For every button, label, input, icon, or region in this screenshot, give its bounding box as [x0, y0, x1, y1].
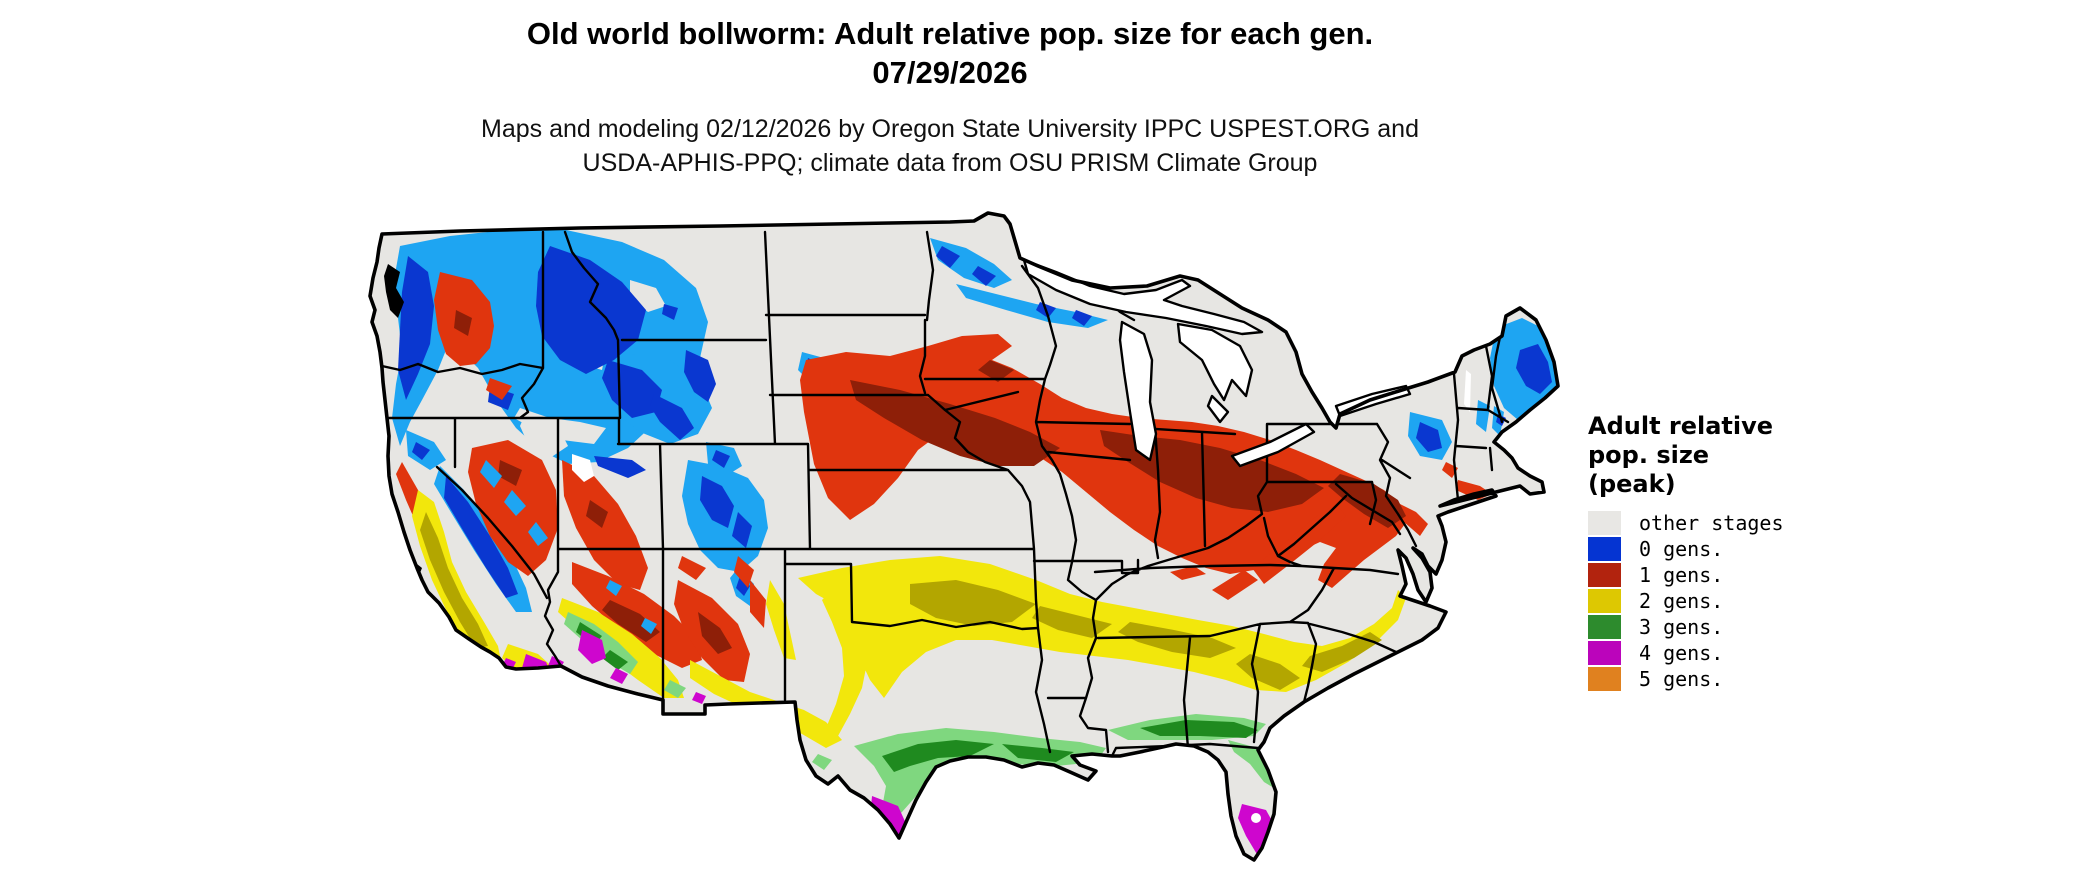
legend-label-0-gens: 0 gens.	[1639, 537, 1724, 561]
legend-swatch-other-stages	[1588, 511, 1621, 535]
us-map	[250, 160, 1570, 892]
legend-item-other-stages: other stages	[1588, 510, 1888, 536]
title-line-1: Old world bollworm: Adult relative pop. …	[526, 16, 1374, 51]
map-region-0-gens-strips	[480, 460, 657, 634]
legend-swatch-0-gens	[1588, 537, 1621, 561]
legend-items: other stages 0 gens. 1 gens. 2 gens. 3 gens.…	[1588, 510, 1888, 692]
legend-item-5-gens: 5 gens.	[1588, 666, 1888, 692]
legend-item-1-gens: 1 gens.	[1588, 562, 1888, 588]
map-title: Old world bollworm: Adult relative pop. …	[250, 14, 1650, 92]
legend-title-line-1: Adult relative	[1588, 412, 1774, 440]
lake-huron	[1176, 322, 1254, 402]
state-borders	[380, 230, 1510, 758]
legend-item-4-gens: 4 gens.	[1588, 640, 1888, 666]
legend-swatch-1-gens	[1588, 563, 1621, 587]
legend-label-other-stages: other stages	[1639, 511, 1784, 535]
legend-item-0-gens: 0 gens.	[1588, 536, 1888, 562]
map-legend: Adult relative pop. size (peak) other st…	[1588, 412, 1888, 692]
map-subtitle: Maps and modeling 02/12/2026 by Oregon S…	[250, 112, 1650, 180]
title-line-2: 07/29/2026	[872, 55, 1028, 90]
legend-title-line-3: (peak)	[1588, 470, 1676, 498]
inland-lakes	[572, 370, 1471, 823]
lake-michigan	[1118, 320, 1158, 462]
legend-title-line-2: pop. size	[1588, 441, 1710, 469]
subtitle-line-1: Maps and modeling 02/12/2026 by Oregon S…	[481, 115, 1419, 143]
legend-item-3-gens: 3 gens.	[1588, 614, 1888, 640]
lake-superior	[1022, 258, 1264, 336]
lake-erie	[1230, 422, 1316, 468]
saginaw-bay	[1206, 394, 1230, 424]
subtitle-line-2: USDA-APHIS-PPQ; climate data from OSU PR…	[582, 149, 1318, 177]
us-map-svg	[368, 211, 1560, 862]
legend-title: Adult relative pop. size (peak)	[1588, 412, 1888, 499]
us-outline	[368, 211, 1560, 862]
legend-label-1-gens: 1 gens.	[1639, 563, 1724, 587]
legend-label-2-gens: 2 gens.	[1639, 589, 1724, 613]
legend-item-2-gens: 2 gens.	[1588, 588, 1888, 614]
legend-label-3-gens: 3 gens.	[1639, 615, 1724, 639]
legend-swatch-2-gens	[1588, 589, 1621, 613]
legend-swatch-4-gens	[1588, 641, 1621, 665]
legend-label-4-gens: 4 gens.	[1639, 641, 1724, 665]
legend-swatch-3-gens	[1588, 615, 1621, 639]
legend-label-5-gens: 5 gens.	[1639, 667, 1724, 691]
legend-swatch-5-gens	[1588, 667, 1621, 691]
